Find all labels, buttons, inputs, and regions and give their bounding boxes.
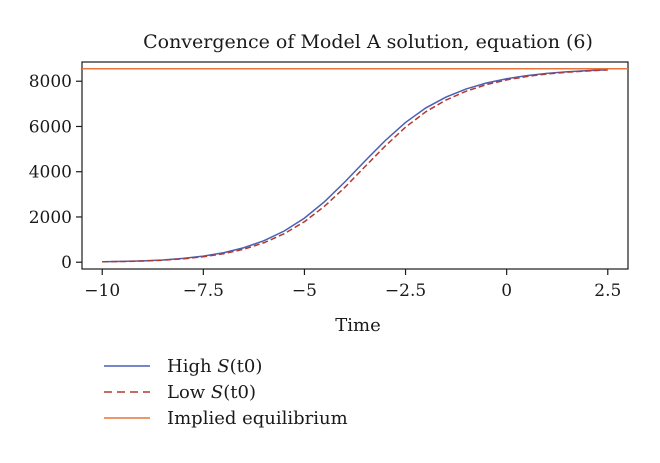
x-tick-label: −2.5	[385, 281, 426, 301]
x-tick-label: −10	[84, 281, 120, 301]
series-low-s-t0	[102, 69, 608, 263]
y-tick-label: 4000	[29, 163, 72, 183]
y-tick-label: 8000	[29, 72, 72, 92]
x-tick-label: −5	[292, 281, 317, 301]
x-axis-label: Time	[335, 315, 380, 336]
legend: High S(t0) Low S(t0) Implied equilibrium	[104, 356, 348, 429]
chart-title: Convergence of Model A solution, equatio…	[143, 31, 593, 53]
legend-label-low-s-t0: Low S(t0)	[167, 382, 256, 403]
series-layer	[82, 68, 628, 263]
legend-label-implied-equilibrium: Implied equilibrium	[167, 408, 348, 429]
y-tick-label: 2000	[29, 208, 72, 228]
series-high-s-t0	[102, 68, 608, 263]
y-tick-label: 0	[61, 253, 72, 273]
x-tick-label: 0	[501, 281, 512, 301]
legend-label-high-s-t0: High S(t0)	[167, 356, 262, 377]
x-tick-label: −7.5	[183, 281, 224, 301]
plot-frame	[81, 61, 629, 270]
x-axis: −10 −7.5 −5 −2.5 0 2.5	[84, 269, 621, 301]
y-axis: 0 2000 4000 6000 8000	[29, 72, 82, 273]
x-tick-label: 2.5	[594, 281, 621, 301]
y-tick-label: 6000	[29, 117, 72, 137]
